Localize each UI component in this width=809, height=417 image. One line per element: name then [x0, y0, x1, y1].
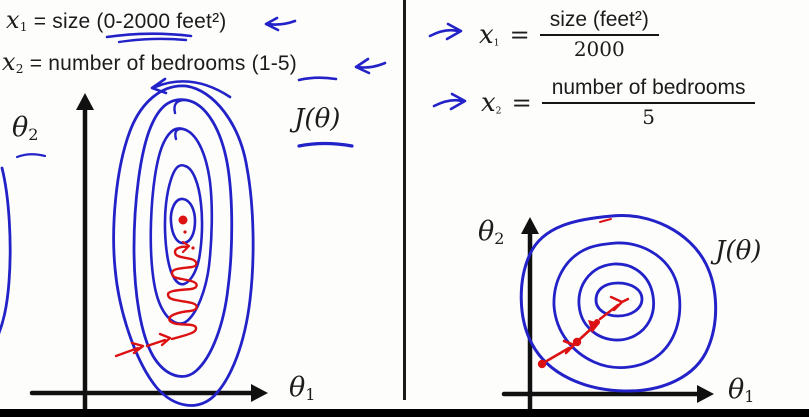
- left-plot-ylabel: θ2: [12, 112, 38, 144]
- left-plot-xlabel: θ1: [289, 372, 315, 404]
- feature1-text: = size (0-2000 feet²): [33, 10, 227, 33]
- sf2-sub: 2: [495, 104, 502, 116]
- left-small-dot: [183, 230, 187, 234]
- left-contour-2: [132, 98, 234, 378]
- feature2-text: = number of bedrooms (1-5): [29, 52, 297, 75]
- feature2-definition: x2 = number of bedrooms (1-5): [2, 48, 297, 76]
- underline-theta2-left: [15, 153, 47, 159]
- right-contour-2: [552, 241, 682, 369]
- right-path-segment-2: [578, 326, 594, 341]
- sf1-fraction: size (feet²) 2000: [539, 8, 659, 61]
- right-path-dot-2: [572, 337, 582, 347]
- left-plot-cost-label: J(θ): [294, 104, 341, 134]
- right-contour-1: [519, 213, 718, 393]
- right-top-red-mark: [599, 218, 612, 223]
- feature2-var: x: [2, 48, 16, 76]
- theta1-var: θ: [289, 372, 306, 403]
- right-x-axis-arrowhead-icon: [697, 385, 714, 403]
- right-plot-xlabel: θ1: [728, 374, 754, 406]
- underline-cost-left: [297, 141, 354, 148]
- sf2-denominator: 5: [642, 105, 655, 129]
- scaled-formula-1: x1 = size (feet²) 2000: [479, 8, 659, 61]
- right-arrow-icon: [428, 22, 463, 41]
- right-plot-cost-label: J(θ): [715, 236, 762, 266]
- feature2-sub: 2: [15, 62, 24, 77]
- underline-0-2000-stroke1: [105, 32, 193, 39]
- left-small-dot2: [191, 246, 195, 250]
- left-contour-3: [149, 127, 214, 325]
- underline-0-2000-stroke2: [117, 37, 188, 44]
- right-plot-axes: [501, 217, 714, 413]
- feature1-sub: 1: [19, 20, 28, 35]
- panel-divider: [403, 0, 406, 400]
- theta2-sub: 2: [28, 125, 39, 144]
- sf2-var: x: [481, 87, 496, 118]
- right-path-segment-3: [598, 295, 630, 321]
- bottom-letterbox-bar: [0, 409, 809, 417]
- theta2-var: θ: [12, 112, 29, 143]
- underline-1-5: [297, 76, 338, 82]
- left-path-arrow-2: [145, 332, 172, 348]
- right-y-axis-arrowhead-icon: [521, 217, 539, 234]
- sf1-denominator: 2000: [573, 37, 625, 61]
- left-contour-4: [163, 163, 204, 286]
- left-zigzag-top-arrowhead: [181, 240, 191, 254]
- left-contour-3-hook: [174, 127, 185, 141]
- left-x-axis-arrowhead-icon: [251, 384, 268, 402]
- left-plot-axes: [29, 93, 268, 413]
- left-path-arrow-1: [114, 341, 145, 358]
- sf2-equals: =: [511, 88, 532, 117]
- left-zigzag-spring: [166, 245, 198, 341]
- r-theta1-sub: 1: [744, 387, 755, 406]
- left-edge-contour: [0, 166, 12, 335]
- sf2-numerator: number of bedrooms: [541, 76, 756, 104]
- sf1-numerator: size (feet²): [539, 8, 659, 36]
- left-y-axis-arrowhead-icon: [76, 93, 94, 110]
- right-path-dot-3: [594, 319, 600, 325]
- right-gradient-descent-path: [537, 295, 630, 369]
- scaled-formula2-lhs: x2: [481, 88, 502, 118]
- r-theta2-var: θ: [478, 216, 495, 247]
- left-contour-2-hook: [173, 98, 187, 115]
- left-contour-top-flourish: [150, 77, 232, 99]
- scaled-formula1-lhs: x1: [479, 20, 500, 50]
- left-gradient-descent-path: [114, 215, 198, 358]
- feature1-definition: x1 = size (0-2000 feet²): [6, 6, 226, 34]
- sf1-equals: =: [509, 20, 530, 49]
- right-contour-group: [519, 213, 718, 393]
- right-contour-4: [594, 281, 644, 318]
- theta1-sub: 1: [305, 385, 316, 404]
- blue-annotations: [15, 16, 467, 159]
- right-arrow-icon: [432, 92, 467, 111]
- right-path-segment-1: [543, 339, 576, 364]
- right-path-arrowhead-2: [588, 320, 600, 333]
- right-plot-ylabel: θ2: [478, 216, 504, 248]
- right-contour-3: [577, 262, 656, 342]
- left-arrow-icon: [354, 57, 387, 75]
- left-minimum-dot: [178, 215, 188, 225]
- left-contour-5: [169, 197, 197, 245]
- scaled-formula-2: x2 = number of bedrooms 5: [481, 76, 756, 129]
- r-theta2-sub: 2: [494, 229, 505, 248]
- right-path-dot-1: [537, 359, 547, 369]
- left-arrow-icon: [264, 16, 297, 32]
- sf2-fraction: number of bedrooms 5: [541, 76, 756, 129]
- sf1-var: x: [479, 19, 494, 50]
- feature1-var: x: [6, 6, 20, 34]
- sf1-sub: 1: [493, 36, 500, 48]
- left-contour-1: [112, 84, 255, 407]
- r-theta1-var: θ: [728, 374, 745, 405]
